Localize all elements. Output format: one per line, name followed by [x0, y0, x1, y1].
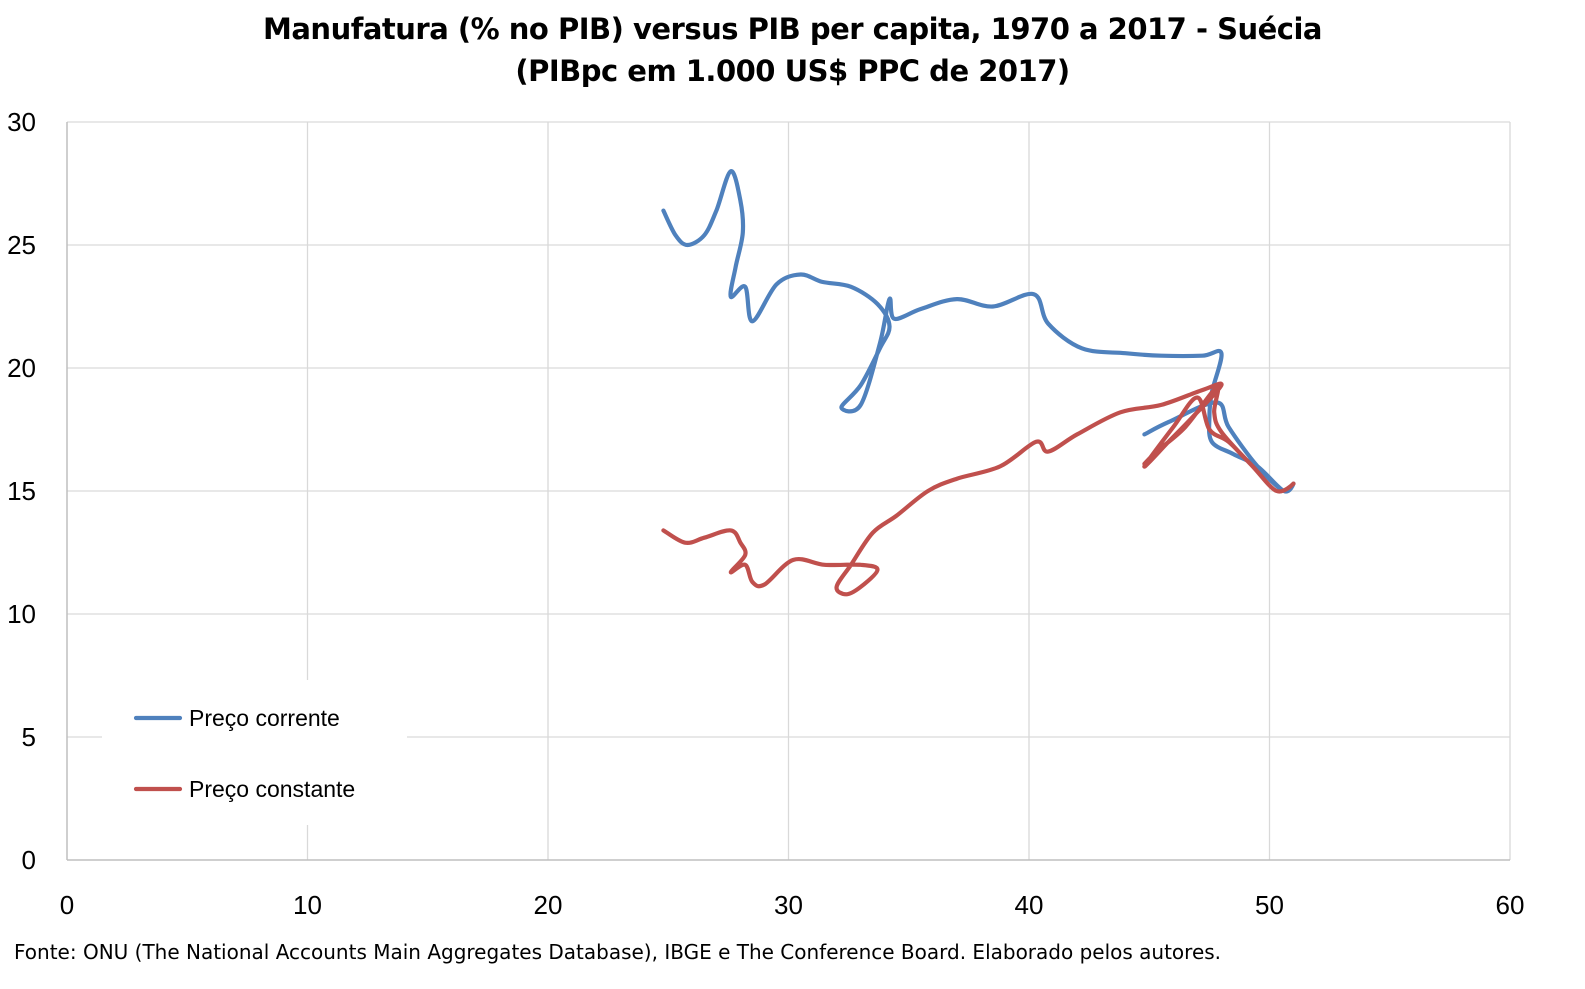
- y-tick-label-5: 25: [7, 230, 36, 260]
- series-line-0: [661, 169, 1296, 494]
- x-tick-label-3: 30: [774, 890, 803, 920]
- x-tick-label-0: 0: [60, 890, 74, 920]
- y-tick-label-3: 15: [7, 476, 36, 506]
- x-tick-label-5: 50: [1255, 890, 1284, 920]
- x-tick-label-1: 10: [293, 890, 322, 920]
- y-tick-label-4: 20: [7, 353, 36, 383]
- legend-label-1: Preço constante: [189, 776, 355, 802]
- legend-box: [102, 680, 407, 825]
- chart-title: Manufatura (% no PIB) versus PIB per cap…: [0, 8, 1585, 92]
- x-tick-label-2: 20: [534, 890, 563, 920]
- legend-label-0: Preço corrente: [189, 705, 340, 731]
- y-tick-label-2: 10: [7, 599, 36, 629]
- chart-subtitle: (PIBpc em 1.000 US$ PPC de 2017): [515, 54, 1070, 88]
- series-line-1: [661, 381, 1296, 597]
- x-tick-label-6: 60: [1496, 890, 1525, 920]
- source-note: Fonte: ONU (The National Accounts Main A…: [14, 940, 1222, 964]
- y-tick-label-0: 0: [22, 845, 36, 875]
- chart-title-main: Manufatura (% no PIB) versus PIB per cap…: [263, 12, 1322, 46]
- y-tick-label-1: 5: [22, 722, 36, 752]
- y-tick-label-6: 30: [7, 107, 36, 137]
- x-tick-label-4: 40: [1015, 890, 1044, 920]
